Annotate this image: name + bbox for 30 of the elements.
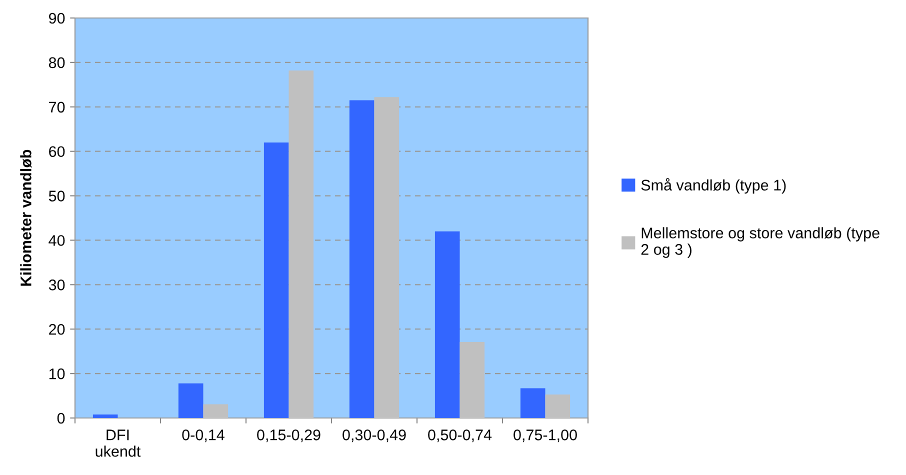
y-tick-label: 90 xyxy=(49,12,65,24)
bar xyxy=(545,394,570,418)
y-tick-label: 20 xyxy=(49,324,65,335)
bar xyxy=(178,383,204,418)
y-tick-label: 80 xyxy=(48,57,65,68)
legend-label: Små vandløb (type 1) xyxy=(641,178,786,194)
x-tick-label: DFI ukendt xyxy=(96,430,141,457)
x-tick-label: 0,15-0,29 xyxy=(257,430,320,442)
y-axis-title: Kiliometer vandløb xyxy=(20,150,32,286)
y-tick-label: 70 xyxy=(49,102,65,113)
bar xyxy=(349,100,374,418)
x-tick-label: 0,50-0,74 xyxy=(428,430,492,442)
x-tick-label: 0,30-0,49 xyxy=(342,430,406,442)
bar xyxy=(520,388,546,418)
bar xyxy=(264,142,289,418)
bar xyxy=(374,97,400,418)
legend-label: Mellemstore og store vandløb (type 2 og 3 ) xyxy=(641,227,880,258)
y-tick-label: 30 xyxy=(48,280,65,290)
bar xyxy=(288,70,314,418)
y-tick-label: 0 xyxy=(57,412,65,424)
y-tick-label: 50 xyxy=(48,190,65,202)
bar xyxy=(203,404,228,418)
x-tick-label: 0-0,14 xyxy=(182,430,224,442)
y-tick-label: 40 xyxy=(48,235,65,246)
bar xyxy=(434,231,460,418)
bar xyxy=(460,342,485,418)
y-tick-label: 60 xyxy=(49,146,65,158)
y-tick-label: 10 xyxy=(49,368,65,380)
bar xyxy=(92,414,118,418)
x-tick-label: 0,75-1,00 xyxy=(514,430,577,442)
